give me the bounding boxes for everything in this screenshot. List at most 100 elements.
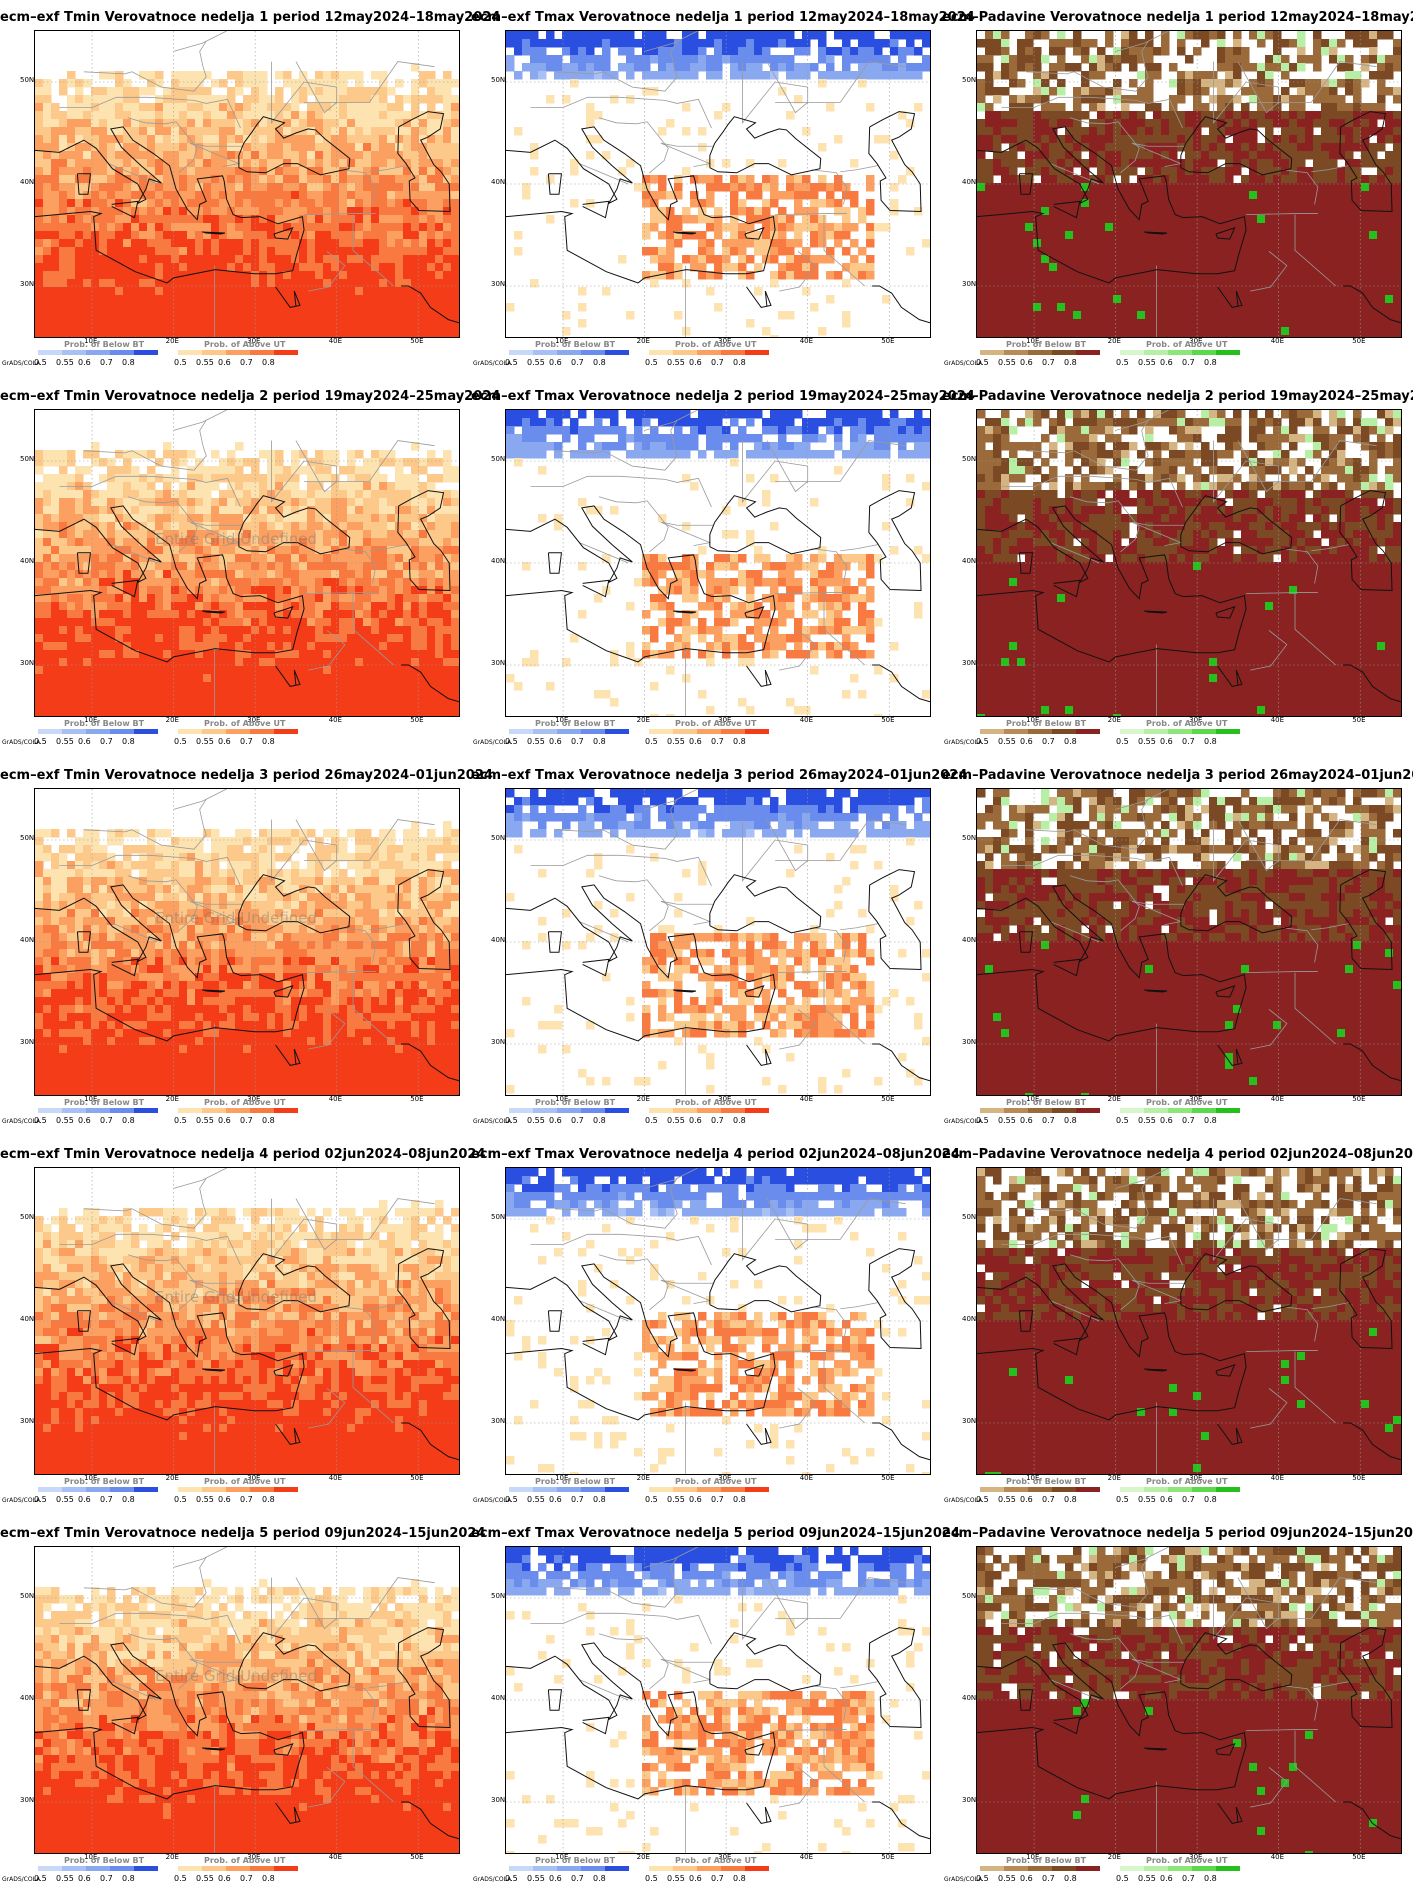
probability-cell	[323, 450, 332, 459]
probability-cell	[746, 55, 755, 64]
probability-cell	[419, 151, 428, 160]
probability-cell	[1377, 159, 1386, 168]
probability-cell	[203, 143, 212, 152]
probability-cell	[355, 127, 364, 136]
probability-cell	[107, 514, 116, 523]
probability-cell	[746, 175, 755, 184]
probability-cell	[203, 255, 212, 264]
probability-cell	[107, 538, 116, 547]
probability-cell	[419, 303, 428, 312]
probability-cell	[1265, 279, 1274, 288]
probability-cell	[690, 199, 699, 208]
probability-cell	[211, 319, 220, 328]
probability-cell	[211, 482, 220, 491]
probability-cell	[259, 303, 268, 312]
probability-cell	[1153, 247, 1162, 256]
probability-cell	[1177, 119, 1186, 128]
longitude-label: 30E	[1189, 337, 1202, 345]
probability-cell	[1161, 263, 1170, 272]
probability-cell	[1105, 111, 1114, 120]
probability-cell	[1249, 271, 1258, 280]
probability-cell	[1249, 335, 1258, 337]
probability-cell	[1089, 319, 1098, 328]
probability-cell	[347, 87, 356, 96]
probability-cell	[1177, 279, 1186, 288]
probability-cell	[1265, 303, 1274, 312]
probability-cell	[1233, 183, 1242, 192]
probability-cell	[1225, 311, 1234, 320]
probability-cell	[291, 522, 300, 531]
probability-cell	[1273, 175, 1282, 184]
probability-cell	[171, 295, 180, 304]
probability-cell	[347, 482, 356, 491]
probability-cell	[1073, 31, 1082, 40]
probability-cell	[179, 175, 188, 184]
probability-cell	[323, 175, 332, 184]
probability-cell	[650, 55, 659, 64]
probability-cell	[746, 223, 755, 232]
probability-cell	[1257, 295, 1266, 304]
probability-cell	[203, 506, 212, 515]
probability-cell	[1009, 255, 1018, 264]
probability-cell	[331, 255, 340, 264]
probability-cell	[1281, 287, 1290, 296]
probability-cell	[1257, 247, 1266, 256]
probability-cell	[275, 311, 284, 320]
country-border	[1311, 165, 1349, 173]
probability-cell	[235, 279, 244, 288]
probability-cell	[1041, 311, 1050, 320]
probability-cell	[243, 239, 252, 248]
probability-cell	[1361, 111, 1370, 120]
probability-cell	[714, 55, 723, 64]
probability-cell	[1345, 287, 1354, 296]
probability-cell	[826, 103, 835, 112]
probability-cell	[1129, 159, 1138, 168]
probability-cell	[419, 522, 428, 531]
probability-cell	[1089, 287, 1098, 296]
probability-cell	[642, 191, 651, 200]
probability-cell	[1257, 255, 1266, 264]
probability-cell	[339, 135, 348, 144]
probability-cell	[443, 530, 452, 539]
probability-cell	[1065, 295, 1074, 304]
probability-cell	[283, 295, 292, 304]
probability-cell	[427, 514, 436, 523]
probability-cell	[1113, 127, 1122, 136]
probability-cell	[1105, 39, 1114, 48]
probability-cell	[203, 498, 212, 507]
probability-cell	[275, 538, 284, 547]
probability-cell	[379, 239, 388, 248]
probability-cell	[339, 223, 348, 232]
probability-cell	[35, 239, 44, 248]
probability-cell	[443, 247, 452, 256]
probability-cell	[299, 199, 308, 208]
probability-cell	[235, 506, 244, 515]
probability-cell	[1049, 39, 1058, 48]
probability-cell	[1377, 63, 1386, 72]
probability-cell	[1001, 183, 1010, 192]
probability-cell	[1105, 223, 1114, 232]
probability-cell	[59, 271, 68, 280]
probability-cell	[171, 319, 180, 328]
latitude-label: 30N	[20, 280, 34, 288]
probability-cell	[115, 111, 124, 120]
probability-cell	[1385, 159, 1394, 168]
probability-cell	[802, 183, 811, 192]
country-border	[308, 251, 346, 292]
probability-cell	[323, 506, 332, 515]
probability-cell	[1185, 247, 1194, 256]
probability-cell	[267, 207, 276, 216]
probability-cell	[355, 255, 364, 264]
probability-cell	[315, 530, 324, 539]
probability-cell	[1113, 247, 1122, 256]
probability-cell	[1289, 223, 1298, 232]
probability-cell	[1377, 95, 1386, 104]
probability-cell	[1137, 199, 1146, 208]
probability-cell	[985, 303, 994, 312]
probability-cell	[67, 143, 76, 152]
probability-cell	[259, 530, 268, 539]
probability-cell	[1097, 191, 1106, 200]
coastline	[273, 227, 294, 240]
probability-cell	[1273, 239, 1282, 248]
country-border	[1246, 213, 1318, 215]
